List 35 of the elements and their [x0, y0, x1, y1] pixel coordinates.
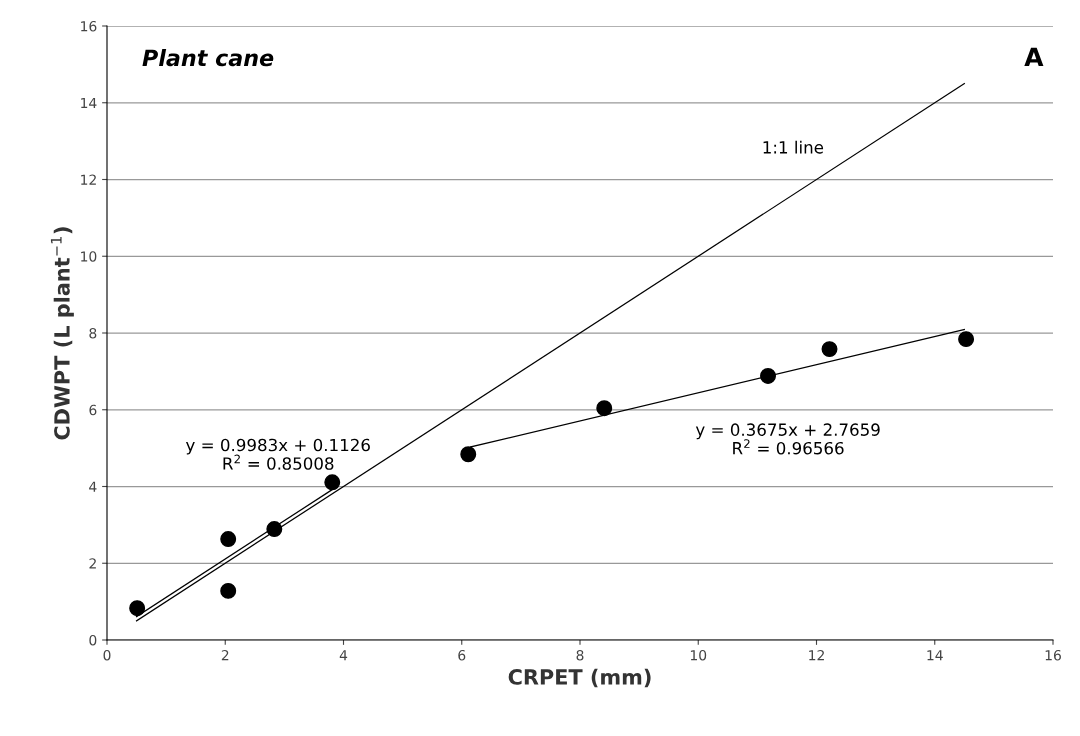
y-tick-label: 4 [89, 481, 97, 492]
y-tick-label: 0 [89, 634, 97, 646]
y-tick-label: 12 [81, 174, 96, 185]
x-tick-label: 6 [458, 649, 466, 661]
y-tick-label: 2 [89, 558, 96, 569]
point [220, 582, 237, 599]
y-axis-title: CDWPT (L plant$^{−1}$) [50, 227, 74, 440]
point [460, 446, 477, 463]
x-tick-label: 14 [927, 650, 943, 661]
annotation: y = 0.9983x + 0.1126 R$^{2}$ = 0.85008 [185, 438, 370, 470]
x-tick-label: 12 [809, 649, 824, 661]
point [220, 531, 237, 548]
point [821, 341, 838, 358]
x-tick-label: 16 [1045, 649, 1061, 661]
point [958, 331, 975, 348]
x-tick-label: 8 [576, 649, 584, 661]
y-tick-label: 6 [89, 404, 97, 416]
y-tick-label: 8 [89, 327, 97, 339]
y-tick-label: 10 [81, 251, 97, 262]
x-tick-label: 4 [339, 650, 348, 661]
x-axis-title: CRPET (mm) [508, 668, 651, 688]
x-tick-label: 2 [221, 649, 229, 661]
x-tick-label: 10 [690, 649, 707, 661]
annotation: 1:1 line [763, 140, 824, 154]
point [129, 600, 146, 617]
annotation: A [1024, 47, 1044, 66]
y-tick-label: 16 [81, 20, 97, 32]
x-tick-label: 0 [103, 649, 111, 661]
y-tick-label: 14 [81, 97, 97, 109]
point [324, 474, 341, 491]
annotation: y = 0.3675x + 2.7659 R$^{2}$ = 0.96566 [695, 423, 880, 455]
point [760, 368, 776, 384]
point [266, 521, 283, 538]
text: Plant cane [142, 49, 274, 67]
point [596, 400, 613, 417]
